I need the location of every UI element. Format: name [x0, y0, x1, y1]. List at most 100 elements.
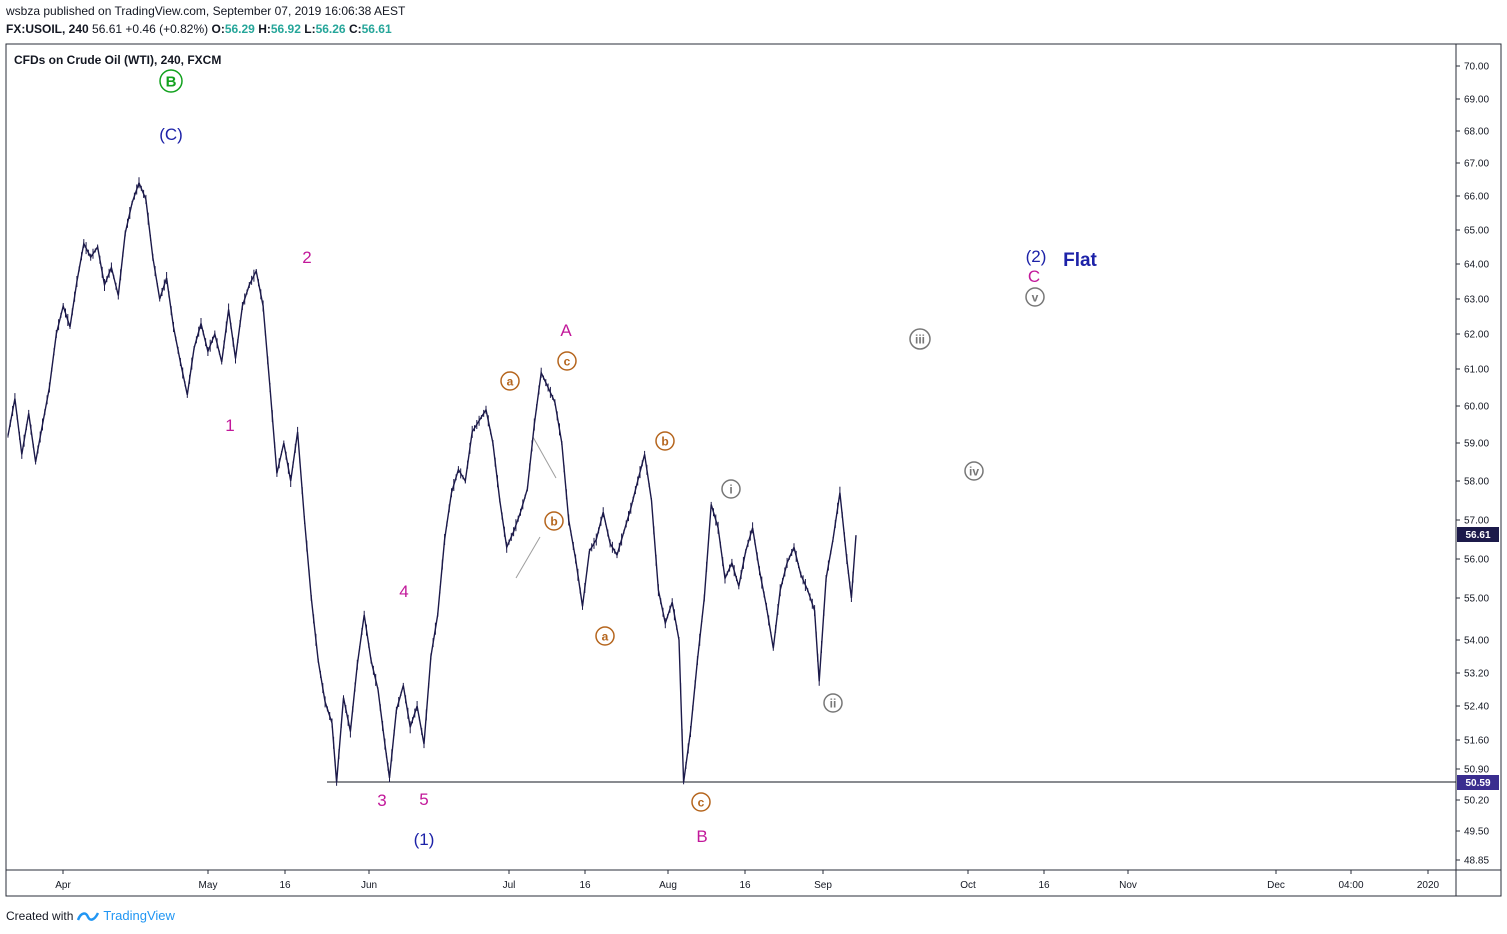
wave-label-circle [595, 626, 615, 646]
x-tick-label: Dec [1267, 880, 1285, 891]
wave-label: Flat [1063, 250, 1097, 271]
wave-label: C [1028, 267, 1040, 286]
tradingview-brand[interactable]: TradingView [103, 908, 175, 923]
wave-label-circle [557, 351, 577, 371]
y-tick-label: 56.00 [1464, 555, 1489, 566]
wave-label: (C) [159, 125, 183, 144]
wave-label: i [729, 482, 732, 496]
wave-label: a [602, 629, 609, 643]
x-tick-label: Apr [55, 880, 71, 891]
x-tick-label: Oct [960, 880, 976, 891]
wave-label-circle [1025, 287, 1045, 307]
x-tick-label: Nov [1119, 880, 1137, 891]
wave-label: 1 [225, 416, 234, 435]
price-bars [7, 177, 855, 786]
low-label: L: [304, 22, 316, 36]
y-tick-label: 50.20 [1464, 796, 1489, 807]
x-tick-label: 16 [1038, 880, 1050, 891]
y-tick-label: 65.00 [1464, 226, 1489, 237]
wave-label: ii [830, 696, 837, 710]
x-tick-label: Sep [814, 880, 832, 891]
level-price-tag-text: 50.59 [1465, 778, 1490, 789]
y-tick-label: 50.90 [1464, 765, 1489, 776]
y-tick-label: 68.00 [1464, 127, 1489, 138]
x-tick-label: May [199, 880, 218, 891]
x-tick-label: Jul [503, 880, 516, 891]
x-tick-label: 16 [279, 880, 291, 891]
wave-label: v [1032, 290, 1039, 304]
chart-frame [5, 43, 1502, 897]
wave-label-circle [500, 371, 520, 391]
wave-label: b [550, 514, 557, 528]
y-tick-label: 70.00 [1464, 62, 1489, 73]
wave-label-circle [544, 511, 564, 531]
wave-label: B [696, 827, 707, 846]
symbol-label: FX:USOIL, 240 [6, 22, 89, 36]
created-with-label: Created with [6, 908, 74, 923]
y-tick-label: 59.00 [1464, 439, 1489, 450]
y-tick-label: 58.00 [1464, 477, 1489, 488]
last-price-tag-text: 56.61 [1465, 530, 1490, 541]
y-tick-label: 52.40 [1464, 702, 1489, 713]
wave-label: iii [915, 332, 925, 346]
wave-label-circle [691, 792, 711, 812]
y-tick-label: 67.00 [1464, 159, 1489, 170]
high-value: 56.92 [270, 22, 301, 36]
x-tick-label: 16 [739, 880, 751, 891]
level-price-tag: 50.59 [1457, 775, 1499, 790]
y-tick-label: 61.00 [1464, 365, 1489, 376]
y-tick-label: 53.20 [1464, 669, 1489, 680]
open-label: O: [211, 22, 225, 36]
trend-line-upper [532, 436, 557, 479]
last-price: 56.61 [92, 22, 123, 36]
close-label: C: [348, 22, 362, 36]
x-tick-label: 04:00 [1338, 880, 1363, 891]
wave-label: 2 [302, 248, 311, 267]
wave-label: B [166, 73, 177, 90]
tradingview-logo-icon [77, 911, 100, 921]
close-value: 56.61 [361, 22, 392, 36]
y-tick-label: 69.00 [1464, 95, 1489, 106]
y-tick-label: 54.00 [1464, 636, 1489, 647]
wave-label: 5 [419, 790, 428, 809]
x-tick-label: Aug [659, 880, 677, 891]
y-tick-label: 62.00 [1464, 330, 1489, 341]
low-value: 56.26 [315, 22, 346, 36]
wave-label: iv [969, 464, 979, 478]
wave-label: 3 [377, 791, 386, 810]
y-tick-label: 60.00 [1464, 402, 1489, 413]
wave-label-circle [721, 479, 741, 499]
price-change: +0.46 (+0.82%) [125, 22, 209, 36]
wave-label-circle [655, 431, 675, 451]
y-axis: 70.00 69.00 68.00 67.00 66.00 65.00 64.00 63.00… [1456, 62, 1489, 867]
y-tick-label: 48.85 [1464, 856, 1489, 867]
x-tick-label: 16 [579, 880, 591, 891]
y-tick-label: 55.00 [1464, 594, 1489, 605]
wave-label: A [560, 321, 572, 340]
last-price-tag: 56.61 [1457, 527, 1499, 542]
x-tick-label: Jun [361, 880, 377, 891]
wave-label-circle [823, 693, 843, 713]
x-tick-label: 2020 [1417, 880, 1440, 891]
y-tick-label: 49.50 [1464, 827, 1489, 838]
wave-label: (2) [1026, 247, 1047, 266]
wave-label-circle [909, 328, 931, 350]
chart-title: CFDs on Crude Oil (WTI), 240, FXCM [14, 53, 222, 67]
y-tick-label: 51.60 [1464, 736, 1489, 747]
wave-label: c [564, 354, 571, 368]
footer: Created with TradingView [6, 908, 175, 923]
wave-label-circle [964, 461, 984, 481]
wave-label-circle [159, 69, 183, 93]
trend-line-lower [515, 536, 541, 579]
wave-label: (1) [414, 830, 435, 849]
wave-label: 4 [399, 582, 408, 601]
y-tick-label: 63.00 [1464, 295, 1489, 306]
published-line: wsbza published on TradingView.com, Sept… [6, 4, 406, 18]
wave-label: c [698, 795, 705, 809]
wave-label: a [507, 374, 514, 388]
y-tick-label: 66.00 [1464, 192, 1489, 203]
y-tick-label: 64.00 [1464, 260, 1489, 271]
x-axis: Apr May 16 Jun Jul 16 Aug 16 Sep Oct 16 Nov Dec 04:00… [55, 870, 1440, 891]
